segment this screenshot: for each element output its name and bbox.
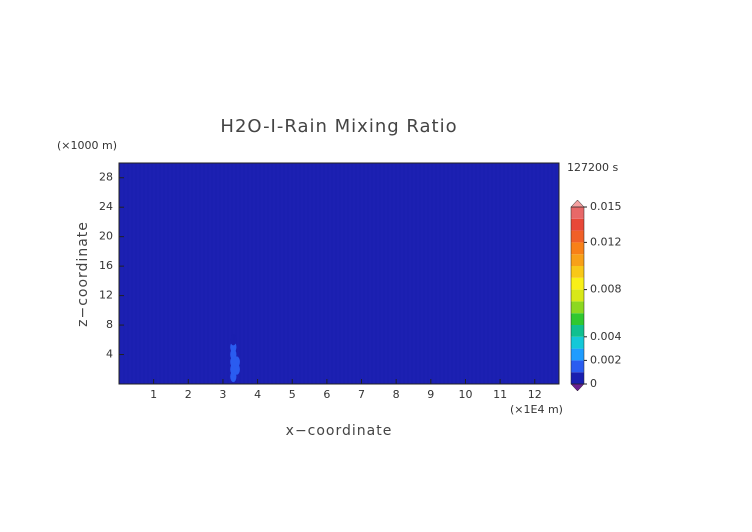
colorbar-segment xyxy=(571,301,584,314)
colorbar-tick-label: 0.012 xyxy=(590,235,622,248)
x-unit: (×1E4 m) xyxy=(510,403,563,416)
y-unit: (×1000 m) xyxy=(57,139,117,152)
x-tick-label: 6 xyxy=(323,388,330,401)
y-tick-label: 12 xyxy=(99,289,113,302)
colorbar-segment xyxy=(571,348,584,361)
y-tick-label: 28 xyxy=(99,171,113,184)
y-tick-label: 4 xyxy=(106,348,113,361)
colorbar-segment xyxy=(571,266,584,278)
colorbar-segment xyxy=(571,372,584,384)
x-tick-label: 9 xyxy=(427,388,434,401)
colorbar-segment xyxy=(571,313,584,325)
x-tick-label: 8 xyxy=(393,388,400,401)
colorbar-tick-label: 0.002 xyxy=(590,353,622,366)
colorbar-segment xyxy=(571,207,584,219)
x-tick-label: 11 xyxy=(493,388,507,401)
y-tick-label: 24 xyxy=(99,200,113,213)
colorbar-frame xyxy=(570,206,585,385)
time-label: 127200 s xyxy=(567,161,618,174)
y-axis-label: z−coordinate xyxy=(75,221,91,327)
colorbar-tick-label: 0.004 xyxy=(590,330,622,343)
colorbar-segment xyxy=(571,336,584,349)
colorbar-segment xyxy=(571,325,584,337)
plot-background xyxy=(119,163,559,384)
x-tick-label: 1 xyxy=(150,388,157,401)
colorbar-segment xyxy=(571,230,584,243)
cell xyxy=(233,356,240,368)
colorbar-segment xyxy=(571,242,584,255)
colorbar-segment xyxy=(571,254,584,266)
x-tick-label: 4 xyxy=(254,388,261,401)
colorbar-over xyxy=(570,199,585,208)
colorbar-tick-label: 0.015 xyxy=(590,200,622,213)
colorbar-segment xyxy=(571,277,584,290)
colorbar-segment xyxy=(571,218,584,231)
x-tick-label: 12 xyxy=(528,388,542,401)
x-tick-label: 10 xyxy=(458,388,472,401)
plot-frame xyxy=(118,162,560,385)
x-tick-label: 2 xyxy=(185,388,192,401)
colorbar-segment xyxy=(571,289,584,302)
x-tick-label: 3 xyxy=(219,388,226,401)
colorbar-segment xyxy=(571,360,584,373)
x-tick-label: 7 xyxy=(358,388,365,401)
x-tick-label: 5 xyxy=(289,388,296,401)
y-tick-label: 20 xyxy=(99,230,113,243)
cell xyxy=(230,334,237,346)
y-tick-label: 8 xyxy=(106,318,113,331)
colorbar-under xyxy=(570,383,585,392)
colorbar-tick-label: 0.008 xyxy=(590,283,622,296)
chart-title: H2O-I-Rain Mixing Ratio xyxy=(220,116,457,137)
y-tick-label: 16 xyxy=(99,259,113,272)
x-axis-label: x−coordinate xyxy=(286,423,393,439)
colorbar-tick-label: 0 xyxy=(590,377,597,390)
